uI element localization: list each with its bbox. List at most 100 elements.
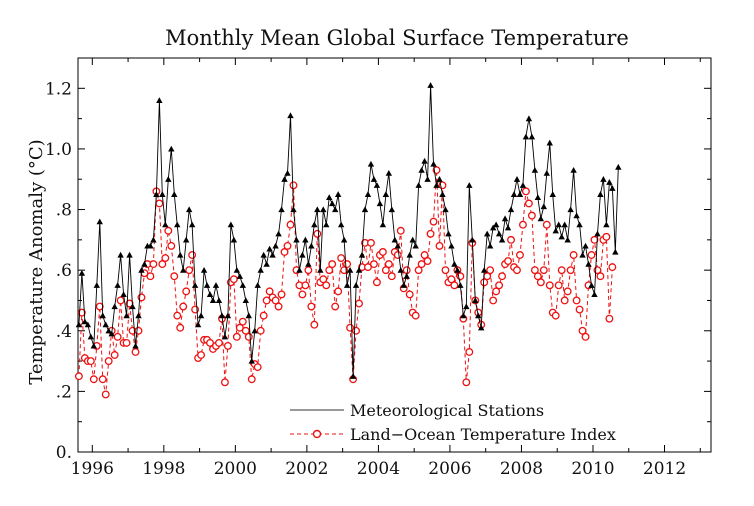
point-stations <box>418 166 425 173</box>
point-stations <box>421 157 428 164</box>
point-stations <box>320 206 327 213</box>
point-stations <box>323 221 330 228</box>
point-stations <box>370 176 378 182</box>
legend-label-stations: Meteorological Stations <box>350 401 544 420</box>
point-stations <box>141 260 148 267</box>
point-loti <box>527 211 536 220</box>
point-loti <box>572 296 581 305</box>
point-stations <box>531 166 539 173</box>
point-stations <box>591 291 598 297</box>
point-stations <box>570 166 577 173</box>
point-loti <box>223 341 232 350</box>
point-loti <box>596 272 605 281</box>
point-stations <box>507 206 515 213</box>
point-stations <box>439 191 446 197</box>
point-loti <box>319 275 328 284</box>
point-stations <box>448 242 455 249</box>
point-loti <box>280 248 289 256</box>
y-axis: 0. .2 .4 .6 .8 1.0 1.2 <box>45 57 711 463</box>
point-stations <box>206 291 214 297</box>
point-stations <box>600 176 607 182</box>
point-stations <box>84 321 92 328</box>
point-loti <box>396 226 405 235</box>
point-stations <box>519 182 527 188</box>
point-stations <box>177 251 184 258</box>
point-stations <box>561 221 568 228</box>
point-stations <box>481 266 488 273</box>
point-stations <box>451 260 458 267</box>
point-loti <box>539 266 548 275</box>
point-loti <box>125 299 134 308</box>
point-stations <box>376 200 384 207</box>
point-loti <box>536 278 545 287</box>
point-stations <box>483 230 491 237</box>
point-loti <box>504 257 512 266</box>
point-stations <box>111 303 118 310</box>
point-loti <box>542 220 551 229</box>
point-stations <box>495 230 503 237</box>
point-stations <box>513 176 521 182</box>
point-stations <box>299 251 306 258</box>
point-loti <box>435 241 444 250</box>
point-loti <box>116 296 125 305</box>
point-stations <box>263 260 270 267</box>
point-stations <box>340 236 348 243</box>
point-stations <box>188 221 196 228</box>
point-loti <box>179 302 188 311</box>
point-loti <box>188 251 197 259</box>
point-loti <box>605 314 614 323</box>
point-stations <box>150 236 157 243</box>
point-loti <box>229 275 238 284</box>
point-loti <box>235 323 244 332</box>
legend-label-loti: Land−Ocean Temperature Index <box>350 425 616 444</box>
point-loti <box>384 260 393 269</box>
point-stations <box>504 224 512 231</box>
point-loti <box>185 266 194 275</box>
point-stations <box>582 242 589 249</box>
point-loti <box>378 248 387 256</box>
point-loti <box>480 278 489 287</box>
point-stations <box>182 236 190 243</box>
point-loti <box>298 290 307 299</box>
point-stations <box>293 236 300 243</box>
x-axis: 1996 1998 2000 2002 2004 2006 2008 2010 2012 <box>71 58 701 479</box>
point-stations <box>534 194 542 201</box>
point-stations <box>457 282 464 288</box>
point-loti <box>372 278 381 287</box>
point-stations <box>126 251 133 258</box>
point-stations <box>156 97 163 104</box>
point-loti <box>563 287 572 296</box>
point-stations <box>489 224 497 231</box>
y-tick-label: 0. <box>56 443 72 463</box>
point-loti <box>215 338 223 347</box>
point-stations <box>543 169 550 176</box>
point-stations <box>394 242 401 249</box>
point-loti <box>149 260 158 269</box>
point-stations <box>603 221 610 228</box>
point-loti <box>590 235 599 244</box>
point-stations <box>466 182 473 188</box>
point-loti <box>256 326 265 335</box>
y-tick-label: .4 <box>56 322 72 342</box>
point-loti <box>322 281 331 290</box>
point-stations <box>168 145 175 152</box>
point-loti <box>364 263 372 272</box>
point-stations <box>102 321 109 328</box>
point-loti <box>161 254 170 262</box>
point-stations <box>308 242 315 249</box>
point-loti <box>238 317 247 326</box>
point-loti <box>182 287 191 296</box>
point-stations <box>564 236 571 243</box>
point-loti <box>265 287 274 296</box>
point-stations <box>400 282 407 288</box>
point-stations <box>433 182 440 188</box>
point-loti <box>77 308 86 317</box>
point-stations <box>162 221 169 228</box>
point-stations <box>245 312 252 319</box>
point-loti <box>325 266 334 275</box>
point-stations <box>224 312 232 319</box>
point-stations <box>165 176 172 182</box>
point-stations <box>355 266 363 273</box>
point-stations <box>180 266 187 273</box>
point-loti <box>367 238 375 247</box>
